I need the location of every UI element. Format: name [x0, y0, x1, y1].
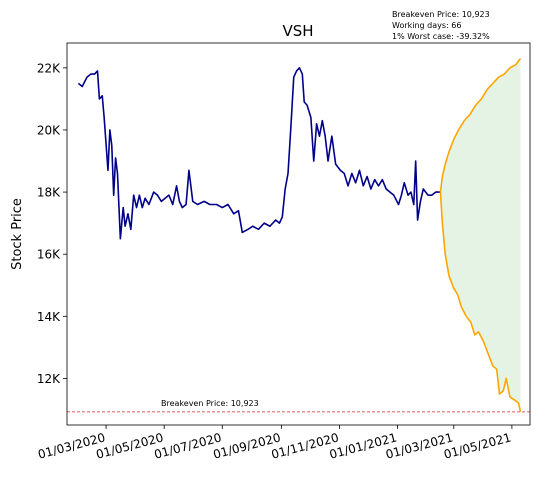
- axes-frame: [66, 42, 531, 426]
- y-tick-label: 14K: [37, 310, 61, 324]
- x-tick-label: 01/05/2021: [442, 430, 512, 461]
- y-axis-label: Stock Price: [10, 198, 25, 270]
- stats-breakeven: Breakeven Price: 10,923: [392, 10, 490, 19]
- stats-working-days: Working days: 66: [392, 21, 462, 30]
- chart-title: VSH: [282, 22, 313, 40]
- y-tick-label: 16K: [37, 248, 61, 262]
- series-line-2: [439, 58, 522, 193]
- series-line-3: [439, 192, 522, 413]
- y-tick-label: 12K: [37, 372, 61, 386]
- y-tick-label: 18K: [37, 186, 61, 200]
- breakeven-label: Breakeven Price: 10,923: [161, 399, 259, 408]
- y-tick-label: 20K: [37, 123, 61, 137]
- y-tick-label: 22K: [37, 61, 61, 75]
- stats-box: Breakeven Price: 10,923 Working days: 66…: [392, 9, 490, 42]
- stats-worst-case: 1% Worst case: -39.32%: [392, 32, 490, 41]
- series-line-1: [77, 67, 441, 240]
- plot-area: Breakeven Price: 10,923 12K 14K 16K 18K 20K 22…: [36, 42, 531, 462]
- projection-band: [440, 58, 521, 412]
- x-tick-label: 01/07/2020: [153, 430, 223, 461]
